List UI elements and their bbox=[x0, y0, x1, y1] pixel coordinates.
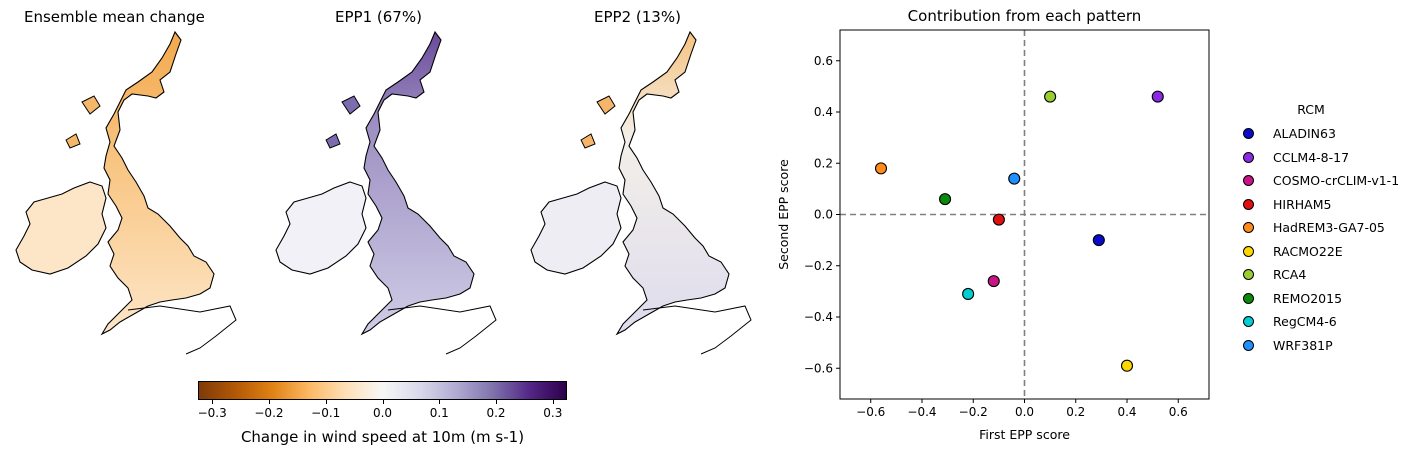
y-tick-label: −0.2 bbox=[804, 259, 833, 273]
legend-label: RCA4 bbox=[1273, 267, 1307, 283]
y-tick-label: 0.6 bbox=[814, 54, 833, 68]
colorbar-tick-label: −0.3 bbox=[197, 406, 227, 420]
colorbar-tick-label: −0.2 bbox=[254, 406, 284, 420]
scatter-point-cosmo-crclim-v1-1 bbox=[987, 275, 1000, 288]
legend-marker bbox=[1243, 269, 1254, 281]
y-tick-label: −0.6 bbox=[804, 361, 833, 375]
colorbar-tick-mark bbox=[496, 400, 498, 404]
scatter-point-rca4 bbox=[1044, 90, 1057, 103]
legend-item: RACMO22E bbox=[1240, 240, 1425, 264]
x-tick-label: −0.4 bbox=[907, 405, 936, 419]
legend-marker bbox=[1243, 245, 1254, 257]
ireland-landmass bbox=[15, 181, 107, 275]
colorbar-label: Change in wind speed at 10m (m s-1) bbox=[240, 428, 525, 446]
legend-item: WRF381P bbox=[1240, 334, 1425, 358]
legend-item: HIRHAM5 bbox=[1240, 193, 1425, 217]
map-title-epp1: EPP1 (67%) bbox=[335, 8, 422, 26]
scatter-point-hirham5 bbox=[992, 213, 1005, 226]
scatter-point-remo2015 bbox=[939, 193, 952, 206]
legend-item: ALADIN63 bbox=[1240, 122, 1425, 146]
ireland-landmass bbox=[275, 181, 367, 275]
legend-item: CCLM4-8-17 bbox=[1240, 146, 1425, 170]
colorbar-tick-mark bbox=[268, 400, 270, 404]
x-tick-label: 0.0 bbox=[1015, 405, 1034, 419]
colorbar-ticks: −0.3 −0.2 −0.1 0.0 0.1 0.2 0.3 bbox=[198, 400, 567, 420]
map-epp2 bbox=[530, 30, 752, 355]
colorbar-tick-mark bbox=[552, 400, 554, 404]
x-axis-label: First EPP score bbox=[979, 427, 1070, 442]
legend-label: HadREM3-GA7-05 bbox=[1273, 220, 1385, 236]
gb-landmass bbox=[615, 30, 730, 336]
scatter-chart: Contribution from each pattern −0.6 −0.4 −0… bbox=[776, 7, 1210, 442]
gb-landmass bbox=[360, 30, 475, 336]
islands bbox=[65, 95, 101, 149]
chart-title: Contribution from each pattern bbox=[908, 7, 1142, 25]
legend-marker bbox=[1243, 151, 1254, 163]
colorbar-tick-label: 0.0 bbox=[372, 406, 393, 420]
colorbar-tick-label: −0.1 bbox=[311, 406, 341, 420]
x-tick-label: 0.4 bbox=[1117, 405, 1136, 419]
y-tick-label: −0.4 bbox=[804, 310, 833, 324]
legend-label: COSMO-crCLIM-v1-1 bbox=[1273, 173, 1400, 189]
y-axis-label: Second EPP score bbox=[776, 159, 791, 270]
legend-label: ALADIN63 bbox=[1273, 126, 1336, 142]
legend-item: COSMO-crCLIM-v1-1 bbox=[1240, 169, 1425, 193]
wales-coast bbox=[127, 305, 237, 355]
colorbar-tick-label: 0.1 bbox=[429, 406, 449, 420]
legend-marker bbox=[1243, 316, 1254, 328]
y-tick-label: 0.4 bbox=[814, 105, 833, 119]
colorbar-tick-mark bbox=[212, 400, 214, 404]
wales-coast bbox=[642, 305, 752, 355]
legend-label: CCLM4-8-17 bbox=[1273, 149, 1350, 165]
x-tick-label: −0.2 bbox=[959, 405, 988, 419]
scatter-point-hadrem3-ga7-05 bbox=[874, 162, 888, 175]
colorbar-tick-label: 0.3 bbox=[543, 406, 563, 420]
scatter-point-aladin63 bbox=[1092, 234, 1105, 247]
legend-label: RegCM4-6 bbox=[1273, 314, 1337, 330]
islands bbox=[325, 95, 361, 149]
scatter-point-wrf381p bbox=[1008, 172, 1021, 185]
gb-landmass bbox=[100, 30, 215, 336]
legend-marker bbox=[1243, 292, 1254, 304]
legend-item: HadREM3-GA7-05 bbox=[1240, 216, 1425, 240]
map-title-ensemble-mean: Ensemble mean change bbox=[24, 8, 205, 26]
legend-label: REMO2015 bbox=[1273, 290, 1343, 306]
legend-marker bbox=[1243, 128, 1254, 140]
y-tick-label: 0.2 bbox=[814, 156, 833, 170]
map-title-epp2: EPP2 (13%) bbox=[594, 8, 681, 26]
ireland-landmass bbox=[530, 181, 622, 275]
legend-label: RACMO22E bbox=[1273, 243, 1343, 259]
scatter-point-cclm4-8-17 bbox=[1151, 90, 1164, 103]
legend-item: REMO2015 bbox=[1240, 287, 1425, 311]
map-ensemble-mean bbox=[15, 30, 237, 355]
x-tick-label: −0.6 bbox=[856, 405, 885, 419]
legend: RCM ALADIN63 CCLM4-8-17 COSMO-crCLIM-v1-1 H… bbox=[1240, 102, 1425, 357]
legend-marker bbox=[1243, 198, 1254, 210]
colorbar-tick-mark bbox=[439, 400, 441, 404]
map-epp1 bbox=[275, 30, 497, 355]
islands bbox=[580, 95, 616, 149]
scatter-point-regcm4-6 bbox=[962, 287, 975, 300]
colorbar-tick-mark bbox=[325, 400, 327, 404]
legend-title: RCM bbox=[1297, 102, 1325, 117]
legend-label: HIRHAM5 bbox=[1273, 196, 1332, 212]
legend-marker bbox=[1243, 175, 1254, 187]
legend-marker bbox=[1243, 339, 1254, 351]
y-tick-label: 0.0 bbox=[814, 208, 833, 222]
legend-label: WRF381P bbox=[1273, 337, 1333, 353]
legend-item: RegCM4-6 bbox=[1240, 310, 1425, 334]
colorbar-tick-mark bbox=[382, 400, 384, 404]
colorbar bbox=[198, 381, 567, 400]
x-tick-label: 0.2 bbox=[1066, 405, 1085, 419]
legend-marker bbox=[1243, 222, 1254, 234]
colorbar-tick-label: 0.2 bbox=[486, 406, 506, 420]
wales-coast bbox=[387, 305, 497, 355]
legend-item: RCA4 bbox=[1240, 263, 1425, 287]
x-tick-label: 0.6 bbox=[1169, 405, 1188, 419]
scatter-point-racmo22e bbox=[1120, 359, 1134, 372]
